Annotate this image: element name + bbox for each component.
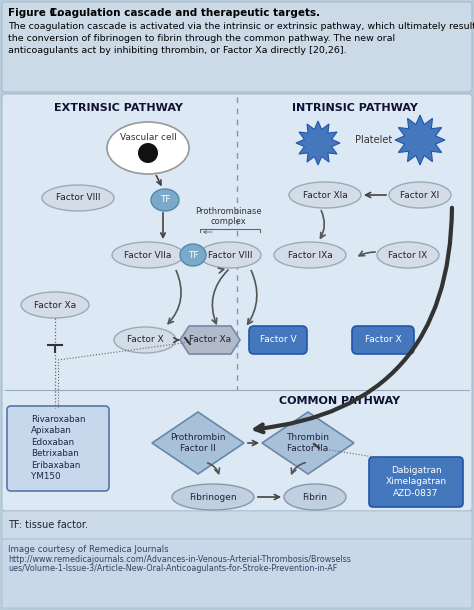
FancyBboxPatch shape (369, 457, 463, 507)
Text: Coagulation cascade and therapeutic targets.: Coagulation cascade and therapeutic targ… (46, 8, 320, 18)
Ellipse shape (199, 242, 261, 268)
FancyBboxPatch shape (2, 2, 472, 92)
Text: Image courtesy of Remedica Journals: Image courtesy of Remedica Journals (8, 545, 169, 554)
Text: ues/Volume-1-Issue-3/Article-New-Oral-Anticoagulants-for-Stroke-Prevention-in-AF: ues/Volume-1-Issue-3/Article-New-Oral-An… (8, 564, 337, 573)
Text: Factor VIII: Factor VIII (56, 193, 100, 203)
Ellipse shape (107, 122, 189, 174)
Polygon shape (180, 326, 240, 354)
Text: Dabigatran
Ximelagatran
AZD-0837: Dabigatran Ximelagatran AZD-0837 (385, 467, 447, 498)
Text: COMMON PATHWAY: COMMON PATHWAY (280, 396, 401, 406)
Text: Vascular cell: Vascular cell (119, 134, 176, 143)
Text: Factor V: Factor V (260, 336, 296, 345)
Text: TF: TF (188, 251, 198, 259)
Text: Fibrin: Fibrin (302, 492, 328, 501)
Polygon shape (152, 412, 244, 474)
FancyBboxPatch shape (2, 94, 472, 511)
FancyBboxPatch shape (352, 326, 414, 354)
Text: EXTRINSIC PATHWAY: EXTRINSIC PATHWAY (54, 103, 182, 113)
Ellipse shape (284, 484, 346, 510)
Text: Factor Xa: Factor Xa (34, 301, 76, 309)
Text: Factor IX: Factor IX (388, 251, 428, 259)
Text: Rivaroxaban
Apixaban
Edoxaban
Betrixaban
Eribaxaban
YM150: Rivaroxaban Apixaban Edoxaban Betrixaban… (31, 415, 85, 481)
Ellipse shape (114, 327, 176, 353)
Ellipse shape (289, 182, 361, 208)
Text: Factor XIa: Factor XIa (302, 190, 347, 199)
Text: TF: tissue factor.: TF: tissue factor. (8, 520, 88, 530)
FancyBboxPatch shape (2, 511, 472, 539)
Text: The coagulation cascade is activated via the intrinsic or extrinsic pathway, whi: The coagulation cascade is activated via… (8, 22, 474, 31)
Text: Thrombin
Factor IIa: Thrombin Factor IIa (286, 433, 329, 453)
Polygon shape (262, 412, 354, 474)
Text: Factor X: Factor X (127, 336, 164, 345)
Text: the conversion of fibrinogen to fibrin through the common pathway. The new oral: the conversion of fibrinogen to fibrin t… (8, 34, 395, 43)
Text: Factor X: Factor X (365, 336, 401, 345)
Polygon shape (296, 121, 340, 165)
Circle shape (138, 143, 158, 163)
Ellipse shape (151, 189, 179, 211)
Ellipse shape (172, 484, 254, 510)
Text: Figure 1.: Figure 1. (8, 8, 61, 18)
Text: http://www.remedicajournals.com/Advances-in-Venous-Arterial-Thrombosis/Browselss: http://www.remedicajournals.com/Advances… (8, 555, 351, 564)
Text: anticoagulants act by inhibiting thrombin, or Factor Xa directly [20,26].: anticoagulants act by inhibiting thrombi… (8, 46, 346, 55)
Ellipse shape (42, 185, 114, 211)
Text: Prothrombinase
complex: Prothrombinase complex (195, 207, 261, 226)
Ellipse shape (377, 242, 439, 268)
Polygon shape (395, 115, 445, 165)
FancyBboxPatch shape (7, 406, 109, 491)
Text: Factor Xa: Factor Xa (189, 336, 231, 345)
Ellipse shape (180, 244, 206, 266)
Text: Fibrinogen: Fibrinogen (189, 492, 237, 501)
FancyBboxPatch shape (249, 326, 307, 354)
Ellipse shape (112, 242, 184, 268)
Text: Factor VIIa: Factor VIIa (124, 251, 172, 259)
Text: INTRINSIC PATHWAY: INTRINSIC PATHWAY (292, 103, 418, 113)
FancyBboxPatch shape (2, 539, 472, 608)
Ellipse shape (274, 242, 346, 268)
Text: Factor XI: Factor XI (401, 190, 439, 199)
Ellipse shape (389, 182, 451, 208)
Text: Platelet: Platelet (355, 135, 392, 145)
Text: Factor IXa: Factor IXa (288, 251, 332, 259)
Text: TF: TF (160, 195, 170, 204)
Ellipse shape (21, 292, 89, 318)
Text: Factor VIII: Factor VIII (208, 251, 252, 259)
Text: Prothrombin
Factor II: Prothrombin Factor II (170, 433, 226, 453)
